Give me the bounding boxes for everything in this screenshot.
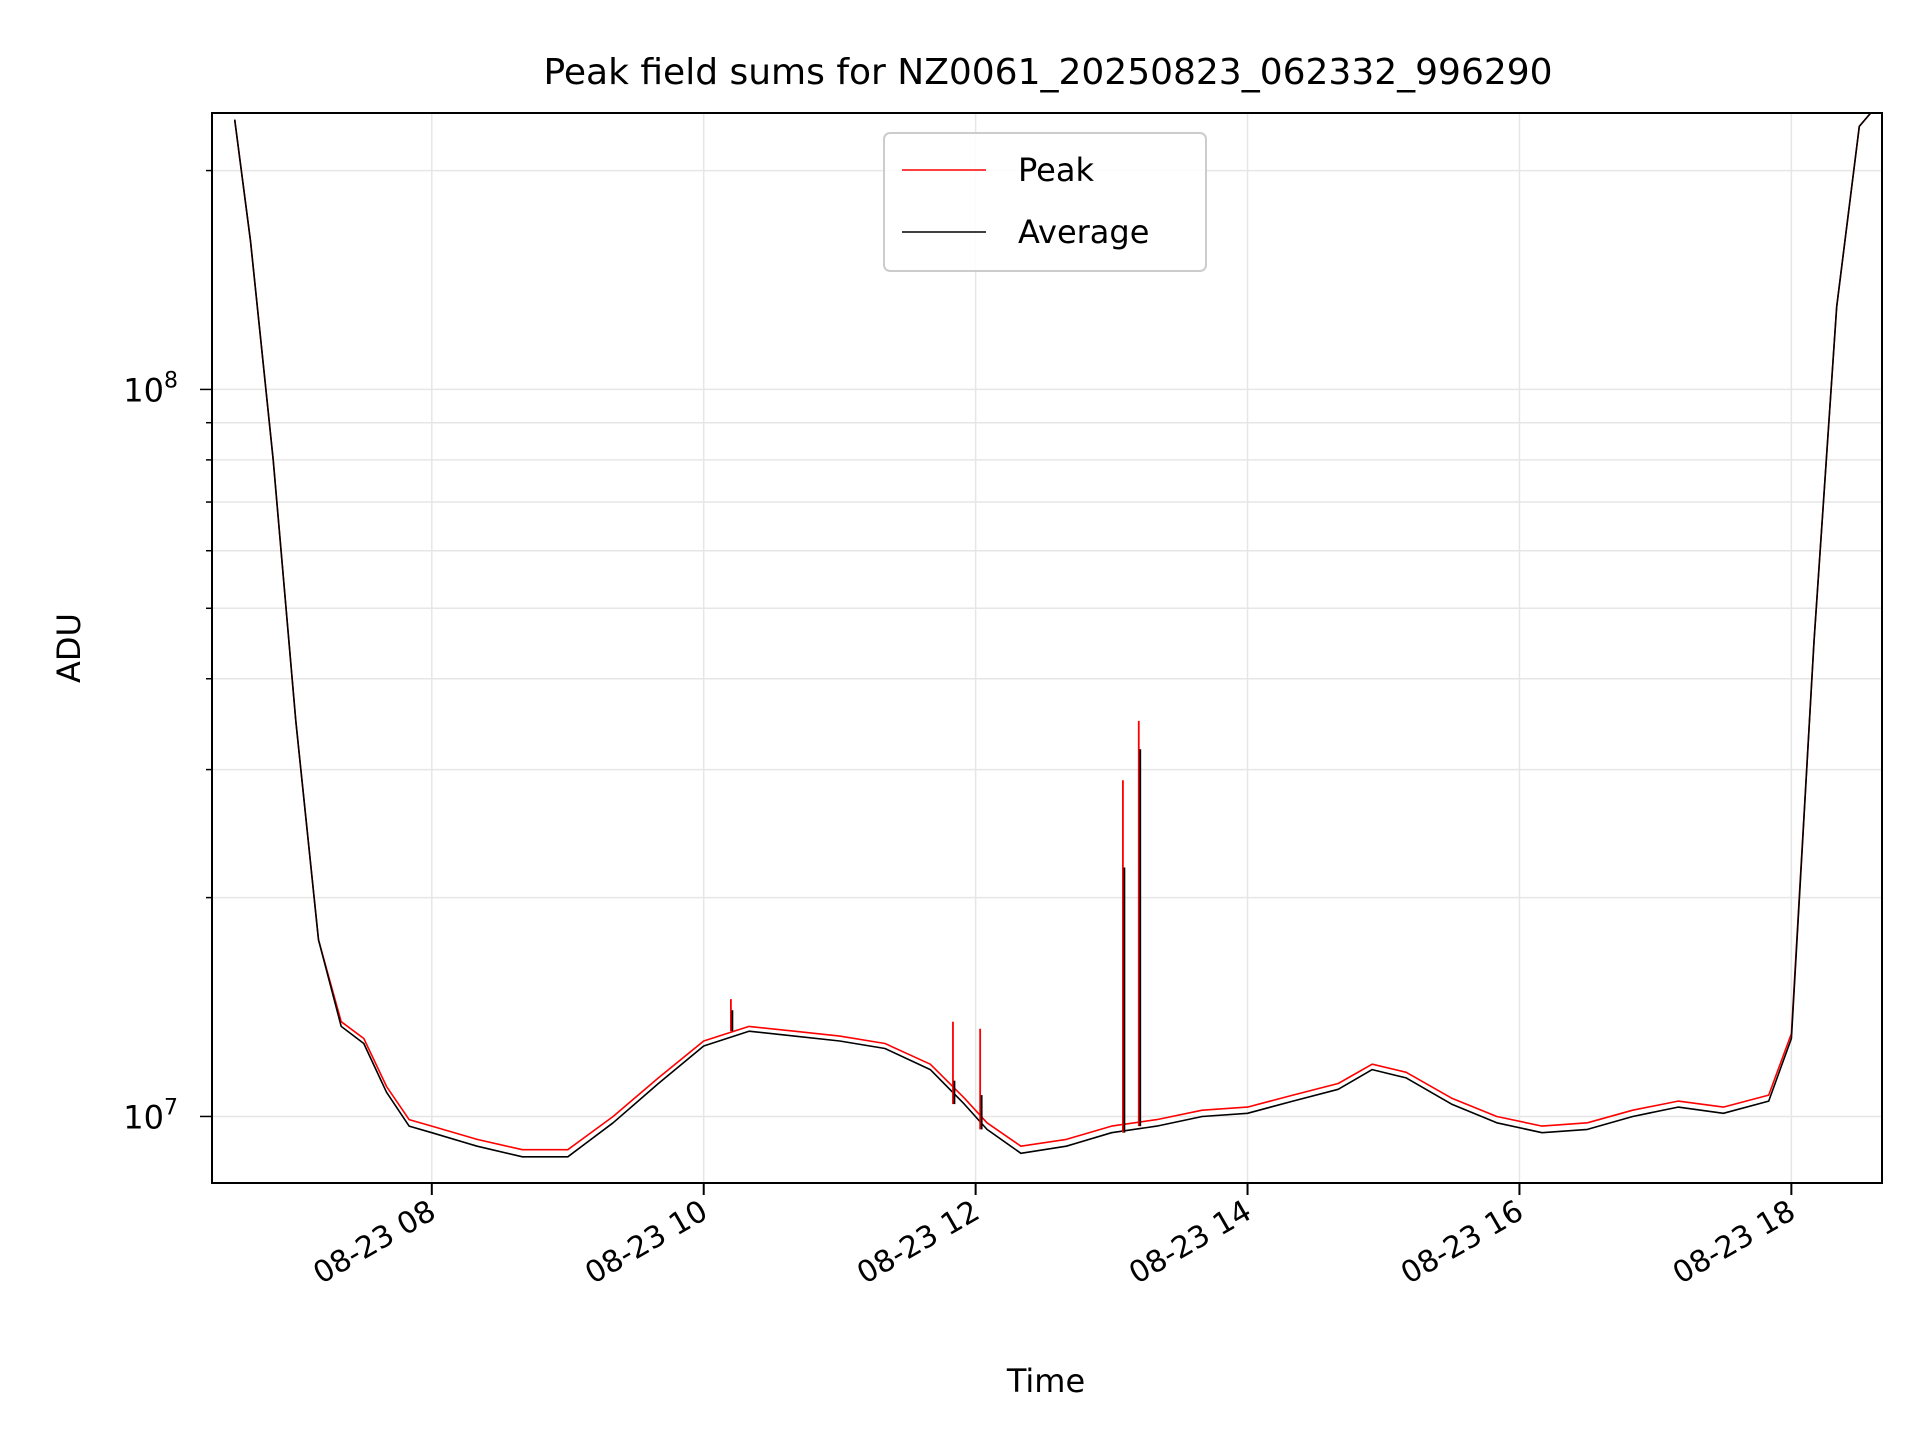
legend-box (883, 132, 1207, 272)
chart-title: Peak field sums for NZ0061_20250823_0623… (543, 52, 1552, 93)
series-line-average (233, 112, 1872, 1158)
legend-label-average: Average (1018, 213, 1149, 251)
y-tick-label: 107 (123, 1095, 178, 1136)
series-lines (233, 112, 1872, 1158)
legend-label-peak: Peak (1018, 151, 1094, 189)
x-axis-label: Time (1006, 1362, 1085, 1400)
plot-frame (211, 112, 1883, 1184)
plot-area (212, 113, 1882, 1183)
y-tick-label: 108 (123, 368, 178, 409)
y-axis-label: ADU (50, 613, 88, 683)
grid (212, 113, 1882, 1183)
legend: Peak Average (883, 132, 1207, 272)
series-line-peak (233, 112, 1872, 1151)
